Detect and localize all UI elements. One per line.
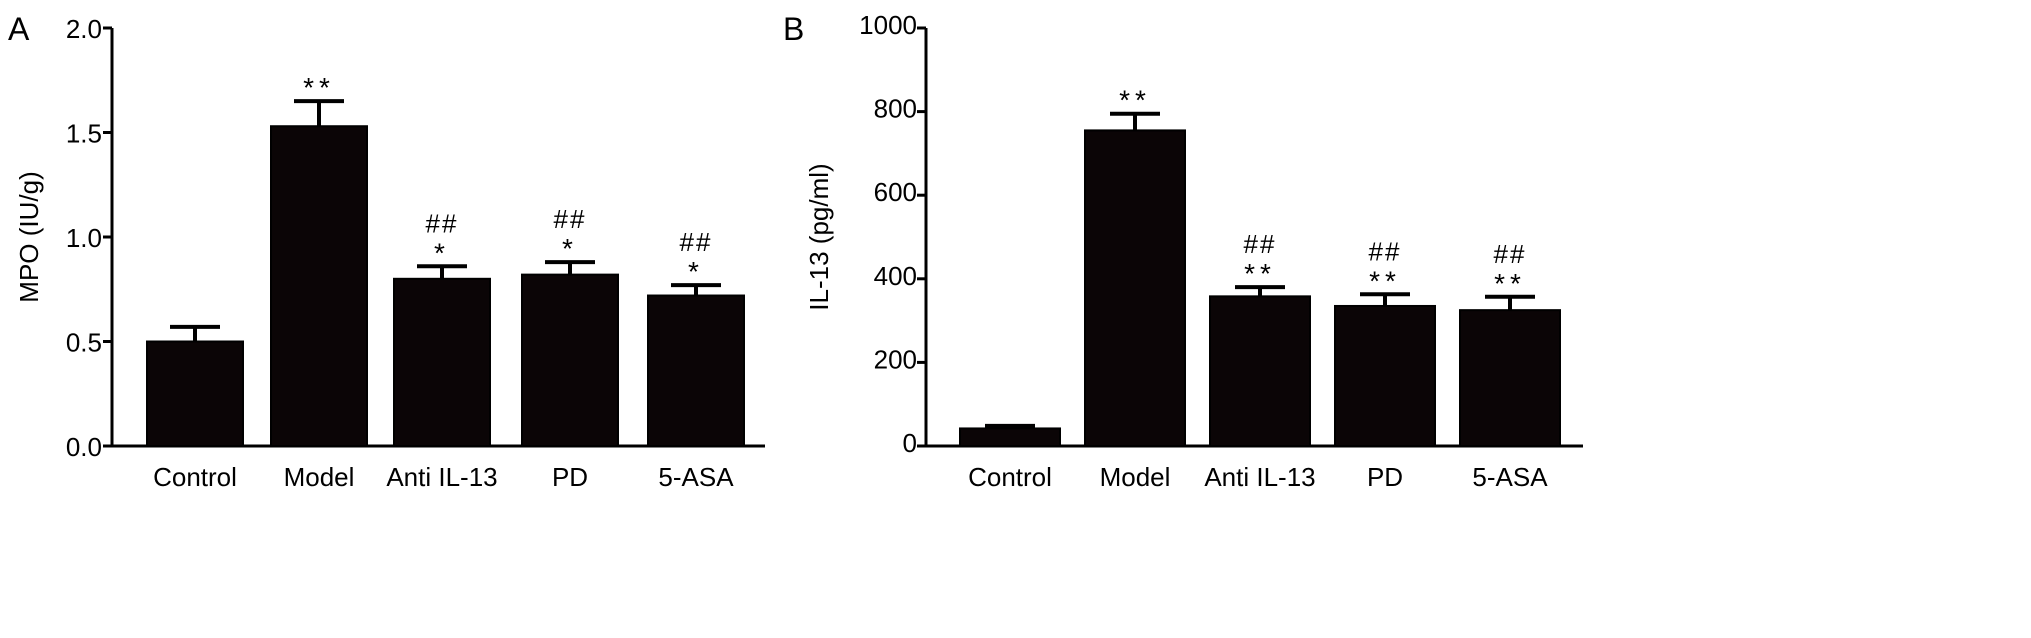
significance-hashes: ## bbox=[426, 208, 459, 238]
significance-stars: * bbox=[688, 256, 704, 287]
bar bbox=[1334, 304, 1436, 447]
x-tick-label: PD bbox=[1367, 462, 1403, 492]
y-tick-label: 2.0 bbox=[66, 14, 102, 44]
significance-stars: ** bbox=[1369, 265, 1401, 296]
x-tick-label: Anti IL-13 bbox=[386, 462, 497, 492]
x-tick-label: Anti IL-13 bbox=[1204, 462, 1315, 492]
bar bbox=[521, 273, 619, 447]
significance-stars: ** bbox=[1119, 85, 1151, 116]
x-tick-label: PD bbox=[552, 462, 588, 492]
significance-hashes: ## bbox=[1369, 236, 1402, 266]
bar bbox=[393, 277, 491, 447]
y-tick-label: 400 bbox=[874, 261, 917, 291]
y-tick-label: 1.0 bbox=[66, 223, 102, 253]
panel-label: B bbox=[783, 11, 804, 47]
significance-stars: * bbox=[562, 233, 578, 264]
y-tick-label: 1.5 bbox=[66, 119, 102, 149]
chart-panel-b: B 0 200 400 600 800 1000 IL-13 (pg/ml) Control Mo… bbox=[783, 10, 1583, 492]
bar bbox=[146, 340, 244, 447]
bar bbox=[270, 125, 368, 447]
significance-stars: ** bbox=[1244, 258, 1276, 289]
significance-hashes: ## bbox=[1244, 229, 1277, 259]
x-tick-label: Control bbox=[968, 462, 1052, 492]
x-tick-label: 5-ASA bbox=[1472, 462, 1548, 492]
y-tick-label: 200 bbox=[874, 344, 917, 374]
x-tick-label: Model bbox=[1100, 462, 1171, 492]
bar bbox=[1084, 129, 1186, 447]
significance-hashes: ## bbox=[554, 204, 587, 234]
y-tick-label: 600 bbox=[874, 177, 917, 207]
bar bbox=[647, 294, 745, 447]
y-tick-label: 1000 bbox=[859, 10, 917, 40]
bar bbox=[1459, 309, 1561, 447]
x-tick-label: 5-ASA bbox=[658, 462, 734, 492]
y-axis-title: IL-13 (pg/ml) bbox=[804, 163, 834, 310]
significance-stars: ** bbox=[303, 72, 335, 103]
y-tick-label: 0.5 bbox=[66, 328, 102, 358]
panel-label: A bbox=[8, 11, 30, 47]
y-tick-label: 0 bbox=[903, 428, 917, 458]
y-tick-label: 800 bbox=[874, 94, 917, 124]
significance-hashes: ## bbox=[1494, 239, 1527, 269]
significance-hashes: ## bbox=[680, 227, 713, 257]
bar bbox=[1209, 295, 1311, 447]
y-tick-label: 0.0 bbox=[66, 432, 102, 462]
bar bbox=[959, 427, 1061, 447]
x-tick-label: Control bbox=[153, 462, 237, 492]
significance-stars: ** bbox=[1494, 268, 1526, 299]
x-tick-label: Model bbox=[284, 462, 355, 492]
significance-stars: * bbox=[434, 237, 450, 268]
y-axis-title: MPO (IU/g) bbox=[14, 171, 44, 302]
